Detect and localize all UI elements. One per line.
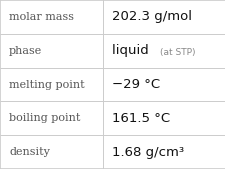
Text: −29 °C: −29 °C: [111, 78, 159, 91]
Text: melting point: melting point: [9, 79, 84, 90]
Text: (at STP): (at STP): [160, 47, 195, 57]
Text: density: density: [9, 147, 50, 157]
Text: boiling point: boiling point: [9, 113, 80, 123]
Text: 202.3 g/mol: 202.3 g/mol: [111, 10, 191, 23]
Text: 161.5 °C: 161.5 °C: [111, 112, 169, 125]
Text: 1.68 g/cm³: 1.68 g/cm³: [111, 146, 183, 159]
Text: phase: phase: [9, 46, 42, 56]
Text: molar mass: molar mass: [9, 12, 74, 22]
Text: liquid: liquid: [111, 44, 156, 57]
